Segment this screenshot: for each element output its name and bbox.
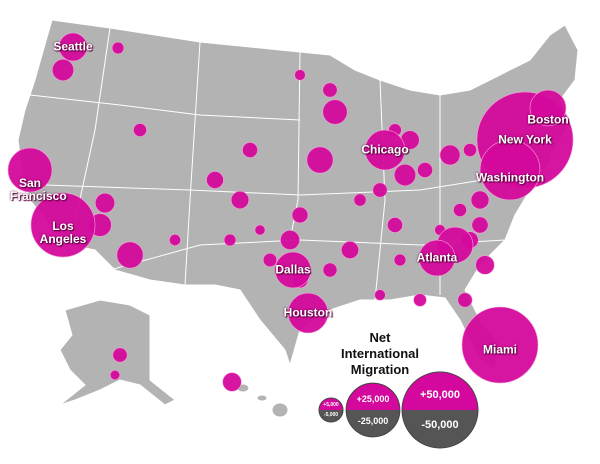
bubble [463, 143, 477, 157]
bubble [306, 146, 334, 174]
bubble [393, 253, 407, 267]
legend-negative [346, 410, 400, 437]
border [289, 51, 301, 241]
city-label: Chicago [361, 142, 409, 157]
legend-label: +5,000 [323, 402, 339, 409]
legend [318, 371, 479, 449]
city-label: Dallas [275, 262, 311, 277]
city-bubble [364, 129, 406, 171]
bubble [387, 217, 403, 233]
bubble [230, 190, 250, 210]
bubbles [7, 32, 574, 392]
bubble [51, 58, 75, 82]
legend-label: -50,000 [421, 419, 459, 432]
bubble [393, 163, 417, 187]
border [29, 94, 301, 121]
city-label: Los Angeles [39, 219, 87, 246]
legend-positive [318, 397, 344, 410]
bubble [223, 233, 237, 247]
city-label: New York [498, 132, 552, 147]
bubble [417, 162, 433, 178]
bubble [471, 216, 489, 234]
bubble [254, 224, 266, 236]
city-bubble [529, 89, 567, 127]
bubble [475, 255, 495, 275]
border [374, 79, 386, 301]
legend-outline [345, 382, 401, 438]
city-bubble [479, 139, 541, 201]
bubble [242, 142, 258, 158]
bubble [439, 144, 461, 166]
city-label: Atlanta [416, 250, 458, 265]
bubble [322, 82, 338, 98]
city-bubble [7, 147, 53, 193]
bubble [413, 293, 427, 307]
legend-title: Net International Migration [340, 330, 419, 377]
border [184, 41, 201, 286]
legend-outline [318, 397, 344, 423]
border [44, 169, 546, 196]
city-bubble [287, 292, 329, 334]
city-label: Washington [475, 170, 545, 185]
bubble [322, 99, 348, 125]
legend-label: -5,000 [323, 411, 339, 418]
bubble [206, 171, 224, 189]
city-bubble [274, 251, 312, 289]
legend-outline [401, 371, 479, 449]
city-bubble [461, 306, 539, 384]
bubble [169, 234, 181, 246]
city-label: Boston [527, 112, 569, 127]
bubble [453, 203, 467, 217]
city-bubble [418, 239, 456, 277]
bubble [291, 206, 309, 224]
city-label: San Francisco [10, 176, 67, 203]
city-label: Miami [482, 342, 518, 357]
bubble [280, 230, 300, 250]
bubble [374, 289, 386, 301]
bubble [470, 190, 490, 210]
bubble [322, 262, 338, 278]
city-label: Seattle [53, 39, 93, 54]
legend-label: -25,000 [357, 415, 389, 426]
city-bubble [58, 32, 88, 62]
bubble [457, 292, 473, 308]
city-label: Houston [283, 305, 333, 320]
bubble [94, 192, 116, 214]
bubble [372, 182, 388, 198]
legend-negative [318, 410, 344, 423]
bubble [111, 41, 125, 55]
hawaii [256, 394, 268, 402]
bubble [294, 69, 306, 81]
legend-positive [346, 383, 400, 410]
bubble [109, 369, 121, 381]
legend-positive [402, 372, 478, 410]
legend-label: +50,000 [419, 388, 461, 401]
bubble [133, 123, 147, 137]
bubble [222, 372, 242, 392]
bubble [341, 241, 359, 259]
city-bubble [30, 192, 96, 258]
bubble [116, 241, 144, 269]
bubble [353, 193, 367, 207]
bubble [112, 347, 128, 363]
legend-label: +25,000 [356, 394, 390, 405]
bubble [262, 252, 278, 268]
legend-negative [402, 410, 478, 448]
hawaii [271, 402, 289, 418]
